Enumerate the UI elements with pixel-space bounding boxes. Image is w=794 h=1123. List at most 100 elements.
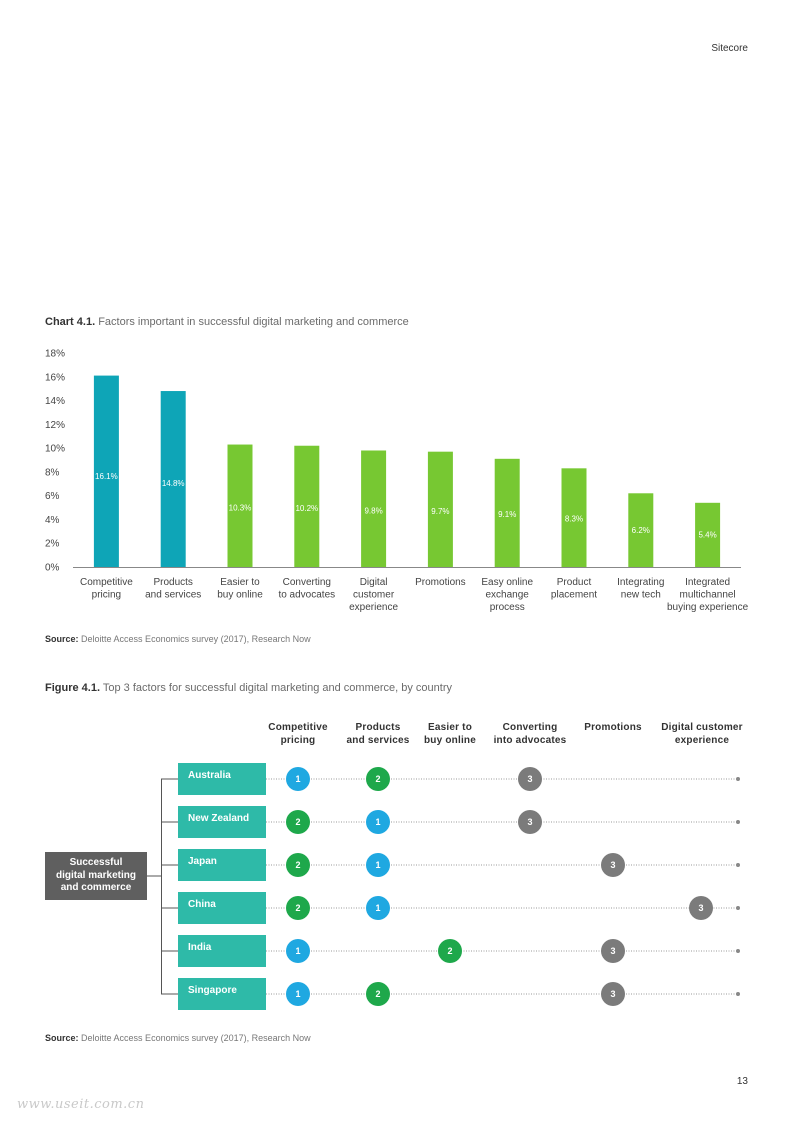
y-tick-label: 18% xyxy=(45,349,65,360)
chart-source: Source: Deloitte Access Economics survey… xyxy=(45,634,311,644)
y-tick-label: 0% xyxy=(45,563,60,574)
rank-badge: 2 xyxy=(366,982,390,1006)
row-end-dot xyxy=(736,992,740,996)
rank-badge: 1 xyxy=(286,982,310,1006)
bar xyxy=(561,468,587,567)
country-box: New Zealand xyxy=(178,806,266,838)
column-header-line: buy online xyxy=(424,735,476,746)
bar-value-label: 9.7% xyxy=(431,507,449,516)
y-tick-label: 14% xyxy=(45,396,65,407)
rank-badge: 1 xyxy=(366,896,390,920)
watermark: www.useit.com.cn xyxy=(17,1097,145,1112)
row-end-dot xyxy=(736,777,740,781)
x-tick-label: Products and services xyxy=(145,577,201,601)
bar xyxy=(628,493,654,567)
y-tick-label: 8% xyxy=(45,467,60,478)
bar-value-label: 10.3% xyxy=(229,504,252,513)
root-node: Successful digital marketing and commerc… xyxy=(45,852,147,900)
chart-source-text: Deloitte Access Economics survey (2017),… xyxy=(81,634,311,644)
bar-value-label: 9.8% xyxy=(364,506,382,515)
column-header-line: pricing xyxy=(280,735,316,746)
bar xyxy=(227,444,253,567)
rank-badge: 1 xyxy=(366,853,390,877)
country-box: Australia xyxy=(178,763,266,795)
figure-source: Source: Deloitte Access Economics survey… xyxy=(45,1033,311,1043)
figure-caption-text: Top 3 factors for successful digital mar… xyxy=(102,682,452,694)
rank-badge: 1 xyxy=(286,767,310,791)
x-tick-label: Competitive pricing xyxy=(80,577,133,601)
row-end-dot xyxy=(736,906,740,910)
rank-badge: 2 xyxy=(286,896,310,920)
country-box: China xyxy=(178,892,266,924)
y-tick-label: 10% xyxy=(45,444,65,455)
y-tick-label: 12% xyxy=(45,420,65,431)
column-header: Digital customer experience xyxy=(650,721,754,747)
bar xyxy=(494,458,520,567)
column-header-line: Promotions xyxy=(584,722,642,733)
column-header-line: Easier to xyxy=(427,722,473,733)
bar xyxy=(427,451,453,567)
column-header: Competitive pricing xyxy=(256,721,340,747)
x-tick-label: Integrating new tech xyxy=(617,577,664,601)
rank-badge: 2 xyxy=(286,853,310,877)
brand-name: Sitecore xyxy=(711,43,748,54)
column-header-line: and services xyxy=(346,735,410,746)
bar-value-label: 16.1% xyxy=(95,472,118,481)
x-tick-label: Digital customer experience xyxy=(349,577,398,613)
column-header-line: Converting xyxy=(502,722,558,733)
chart-source-prefix: Source: xyxy=(45,634,79,644)
figure-caption-prefix: Figure 4.1. xyxy=(45,682,101,694)
figure-source-prefix: Source: xyxy=(45,1033,79,1043)
x-tick-label: Promotions xyxy=(415,577,466,588)
column-header: Promotions xyxy=(574,721,652,734)
figure-connector-lines xyxy=(147,777,740,996)
column-header-line: Digital customer xyxy=(661,722,743,733)
bar-value-label: 6.2% xyxy=(632,526,650,535)
root-line-3: and commerce xyxy=(60,882,132,893)
rank-badge: 3 xyxy=(601,982,625,1006)
page-number: 13 xyxy=(736,1076,748,1087)
y-tick-label: 2% xyxy=(45,539,60,550)
country-box: Singapore xyxy=(178,978,266,1010)
bar xyxy=(361,450,387,567)
root-line-1: Successful xyxy=(69,857,123,868)
column-header-line: into advocates xyxy=(493,735,567,746)
chart-caption-prefix: Chart 4.1. xyxy=(45,316,96,328)
chart-caption-text: Factors important in successful digital … xyxy=(98,316,409,328)
bar xyxy=(93,375,119,567)
rank-badge: 2 xyxy=(286,810,310,834)
row-end-dot xyxy=(736,863,740,867)
x-tick-label: Easier to buy online xyxy=(217,577,263,601)
bar-value-label: 8.3% xyxy=(565,515,583,524)
bar-value-label: 5.4% xyxy=(698,530,716,539)
root-line-2: digital marketing xyxy=(55,869,136,881)
bar xyxy=(294,445,320,567)
x-tick-label: Integrated multichannel buying experience xyxy=(667,577,749,613)
bar-value-label: 10.2% xyxy=(295,504,318,513)
figure-source-text: Deloitte Access Economics survey (2017),… xyxy=(81,1033,311,1043)
rank-badge: 3 xyxy=(518,767,542,791)
rank-badge: 3 xyxy=(601,853,625,877)
column-header-line: Products xyxy=(355,722,401,733)
rank-badge: 2 xyxy=(438,939,462,963)
bar-chart: 0% 2% 4% 6% 8% 10% 12% 14% 16% 18% 16.1% Competitiv… xyxy=(45,349,749,614)
rank-badge: 3 xyxy=(601,939,625,963)
y-tick-label: 6% xyxy=(45,491,60,502)
rank-badge: 1 xyxy=(286,939,310,963)
chart-caption: Chart 4.1. Factors important in successf… xyxy=(45,316,409,328)
rank-badge: 1 xyxy=(366,810,390,834)
x-tick-label: Converting to advocates xyxy=(278,577,335,601)
rank-badge: 2 xyxy=(366,767,390,791)
y-tick-label: 4% xyxy=(45,515,60,526)
bar-value-label: 14.8% xyxy=(162,479,185,488)
country-box: India xyxy=(178,935,266,967)
column-header: Easier to buy online xyxy=(414,721,486,747)
rank-badge: 3 xyxy=(518,810,542,834)
column-header-line: Competitive xyxy=(268,722,328,733)
y-tick-label: 16% xyxy=(45,372,65,383)
column-header: Products and services xyxy=(338,721,418,747)
column-header-line: experience xyxy=(674,735,730,746)
figure-caption: Figure 4.1. Top 3 factors for successful… xyxy=(45,682,452,694)
bar-value-label: 9.1% xyxy=(498,510,516,519)
x-tick-label: Product placement xyxy=(551,577,597,601)
